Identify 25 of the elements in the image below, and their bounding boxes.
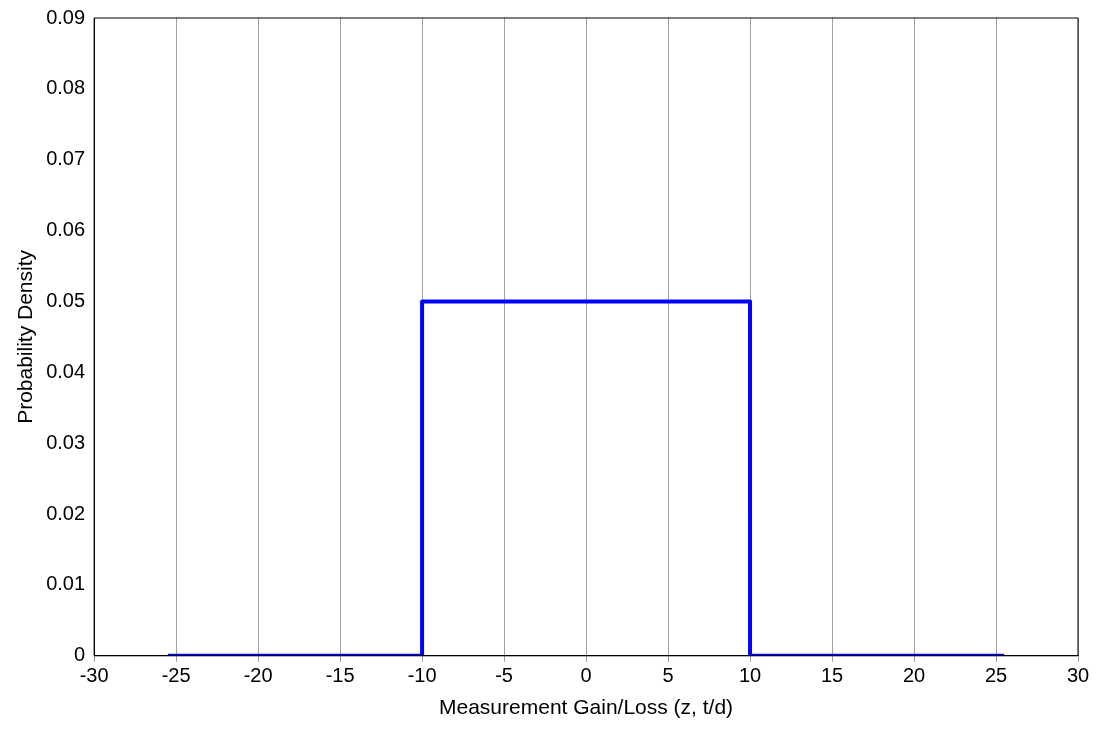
- y-tick-label: 0: [74, 643, 86, 666]
- x-axis-title: Measurement Gain/Loss (z, t/d): [439, 695, 734, 719]
- y-tick-label: 0.01: [46, 572, 86, 595]
- x-tick-label: -10: [407, 664, 437, 687]
- x-tick-label: 25: [984, 664, 1008, 687]
- y-tick-label: 0.08: [46, 76, 86, 99]
- x-tick-label: -30: [79, 664, 109, 687]
- y-tick-label: 0.02: [46, 501, 86, 524]
- y-axis-title: Probability Density: [13, 249, 37, 424]
- y-tick-label: 0.06: [46, 218, 86, 241]
- y-tick-label: 0.04: [46, 359, 86, 382]
- x-tick-label: 20: [902, 664, 926, 687]
- x-tick-label: -15: [325, 664, 355, 687]
- y-tick-label: 0.05: [46, 288, 86, 311]
- x-tick-label: 15: [820, 664, 844, 687]
- y-tick-label: 0.09: [46, 5, 86, 28]
- x-tick-label: 5: [662, 664, 674, 687]
- x-tick-label: 30: [1066, 664, 1090, 687]
- x-tick-label: -20: [243, 664, 273, 687]
- y-tick-label: 0.07: [46, 147, 86, 170]
- y-tick-label: 0.03: [46, 430, 86, 453]
- x-tick-label: 0: [580, 664, 592, 687]
- x-tick-label: -5: [495, 664, 513, 687]
- x-tick-label: -25: [161, 664, 191, 687]
- x-tick-label: 10: [738, 664, 762, 687]
